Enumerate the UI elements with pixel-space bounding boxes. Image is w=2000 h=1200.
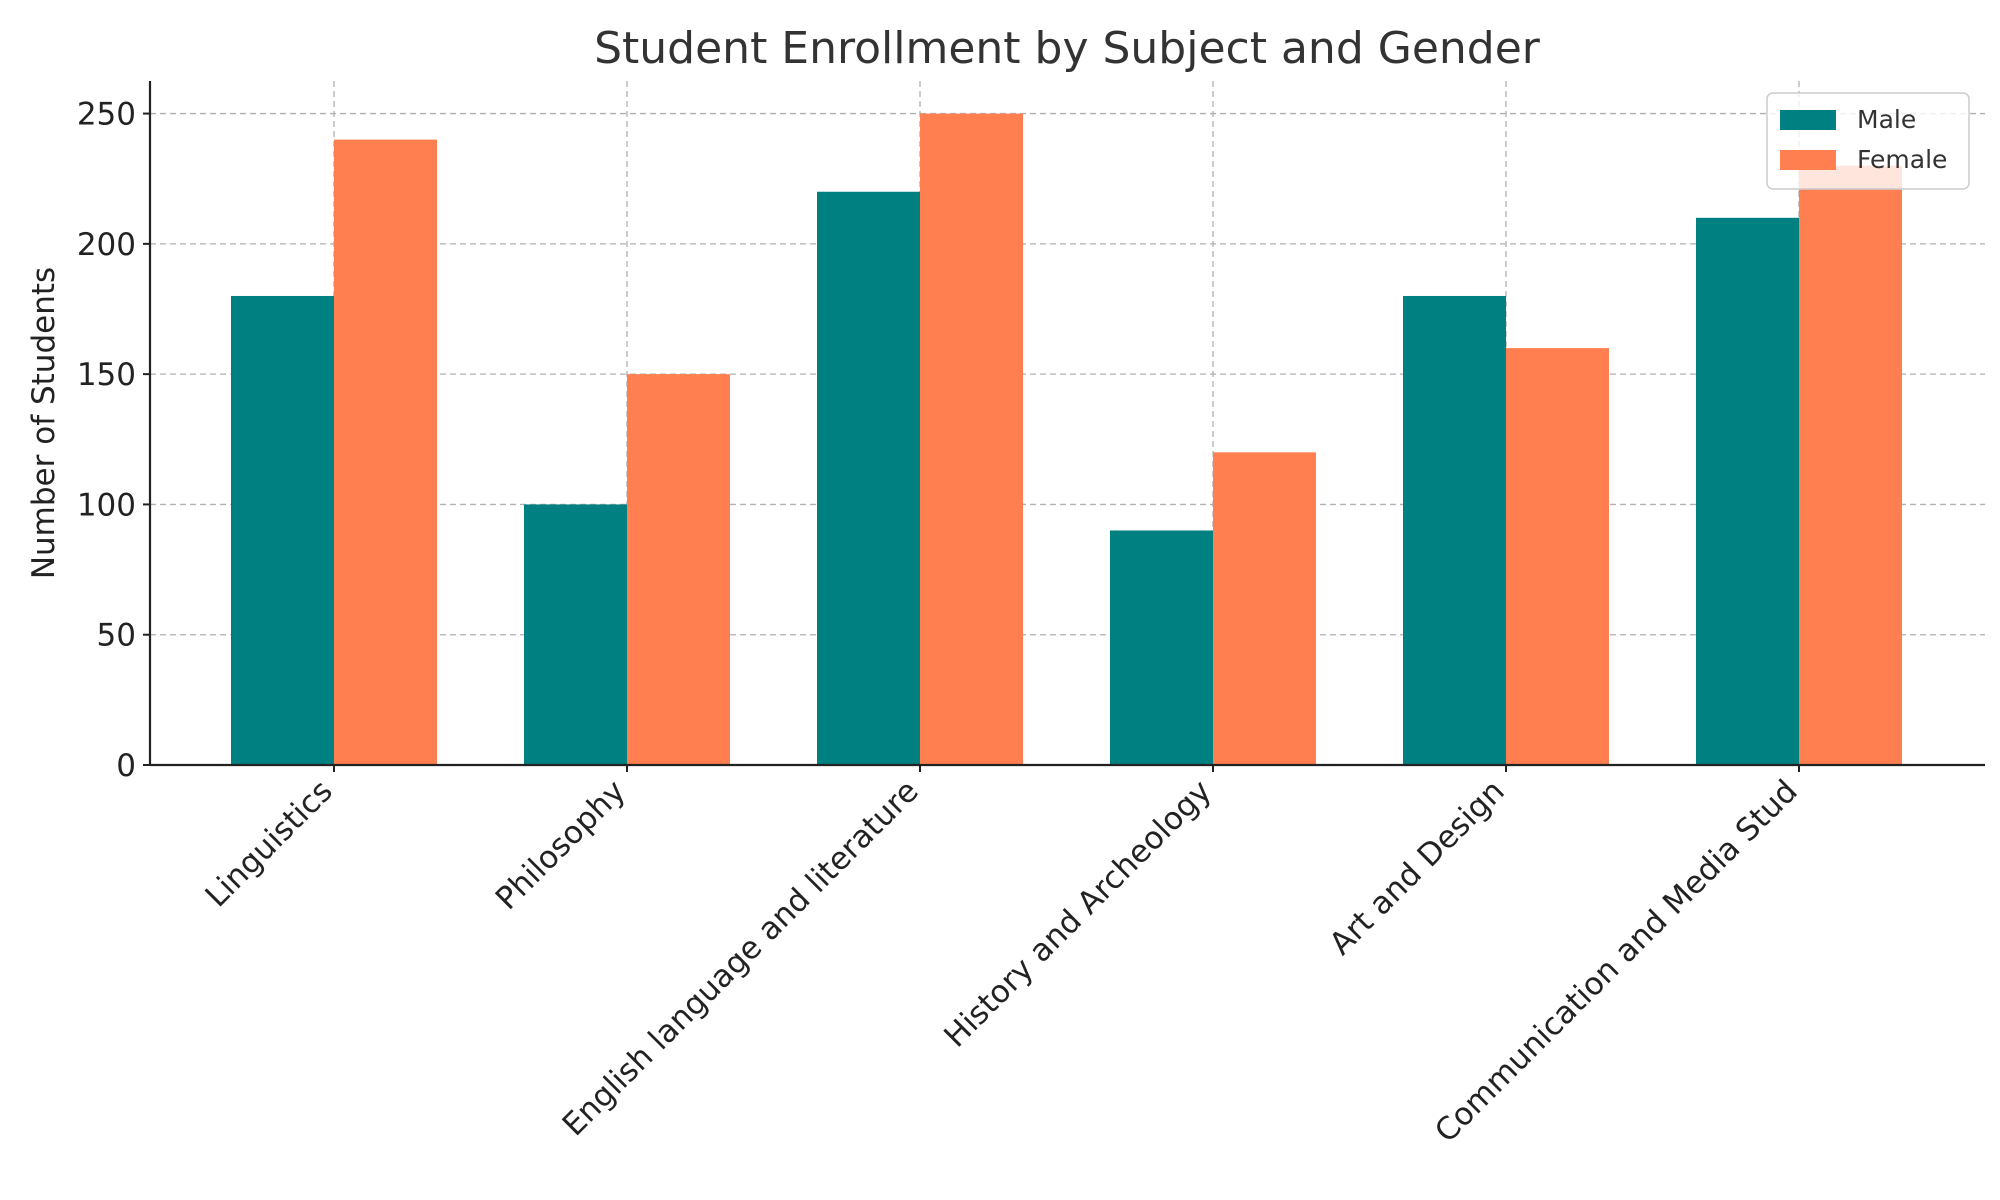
bar-male-0 [231,295,334,765]
bar-male-1 [524,504,627,765]
y-tick-label: 150 [77,357,136,393]
legend-label-female: Female [1857,145,1947,174]
legend-swatch-female [1780,150,1836,170]
y-axis-label: Number of Students [26,267,62,579]
x-tick-label: Communication and Media Stud [1428,773,1805,1150]
y-tick-label: 250 [77,97,136,133]
x-tick-label: Linguistics [199,773,340,914]
bar-female-5 [1799,165,1902,765]
y-tick-label: 50 [97,618,136,654]
legend-label-male: Male [1857,105,1916,134]
bar-female-1 [627,374,730,765]
y-ticks: 0 50 100 150 200 250 [77,97,150,784]
legend: Male Female [1766,92,1970,190]
y-tick-label: 200 [77,227,136,263]
x-tick-label: English language and literature [556,773,926,1143]
bar-male-5 [1696,217,1799,766]
legend-swatch-male [1780,110,1836,130]
bar-female-4 [1506,348,1609,765]
x-tick-label: History and Archeology [937,773,1218,1054]
bar-male-3 [1110,530,1213,765]
bar-female-3 [1213,452,1316,765]
chart-title: Student Enrollment by Subject and Gender [594,23,1541,74]
bar-female-2 [920,113,1023,766]
x-tick-label: Art and Design [1323,773,1512,962]
axes-layer [148,81,1985,767]
y-tick-label: 0 [116,748,136,784]
bar-male-4 [1403,295,1506,765]
bars-layer [231,113,1902,766]
bar-male-2 [817,191,920,765]
y-tick-label: 100 [77,487,136,523]
x-tick-label: Philosophy [489,773,633,917]
bar-female-0 [334,139,437,766]
